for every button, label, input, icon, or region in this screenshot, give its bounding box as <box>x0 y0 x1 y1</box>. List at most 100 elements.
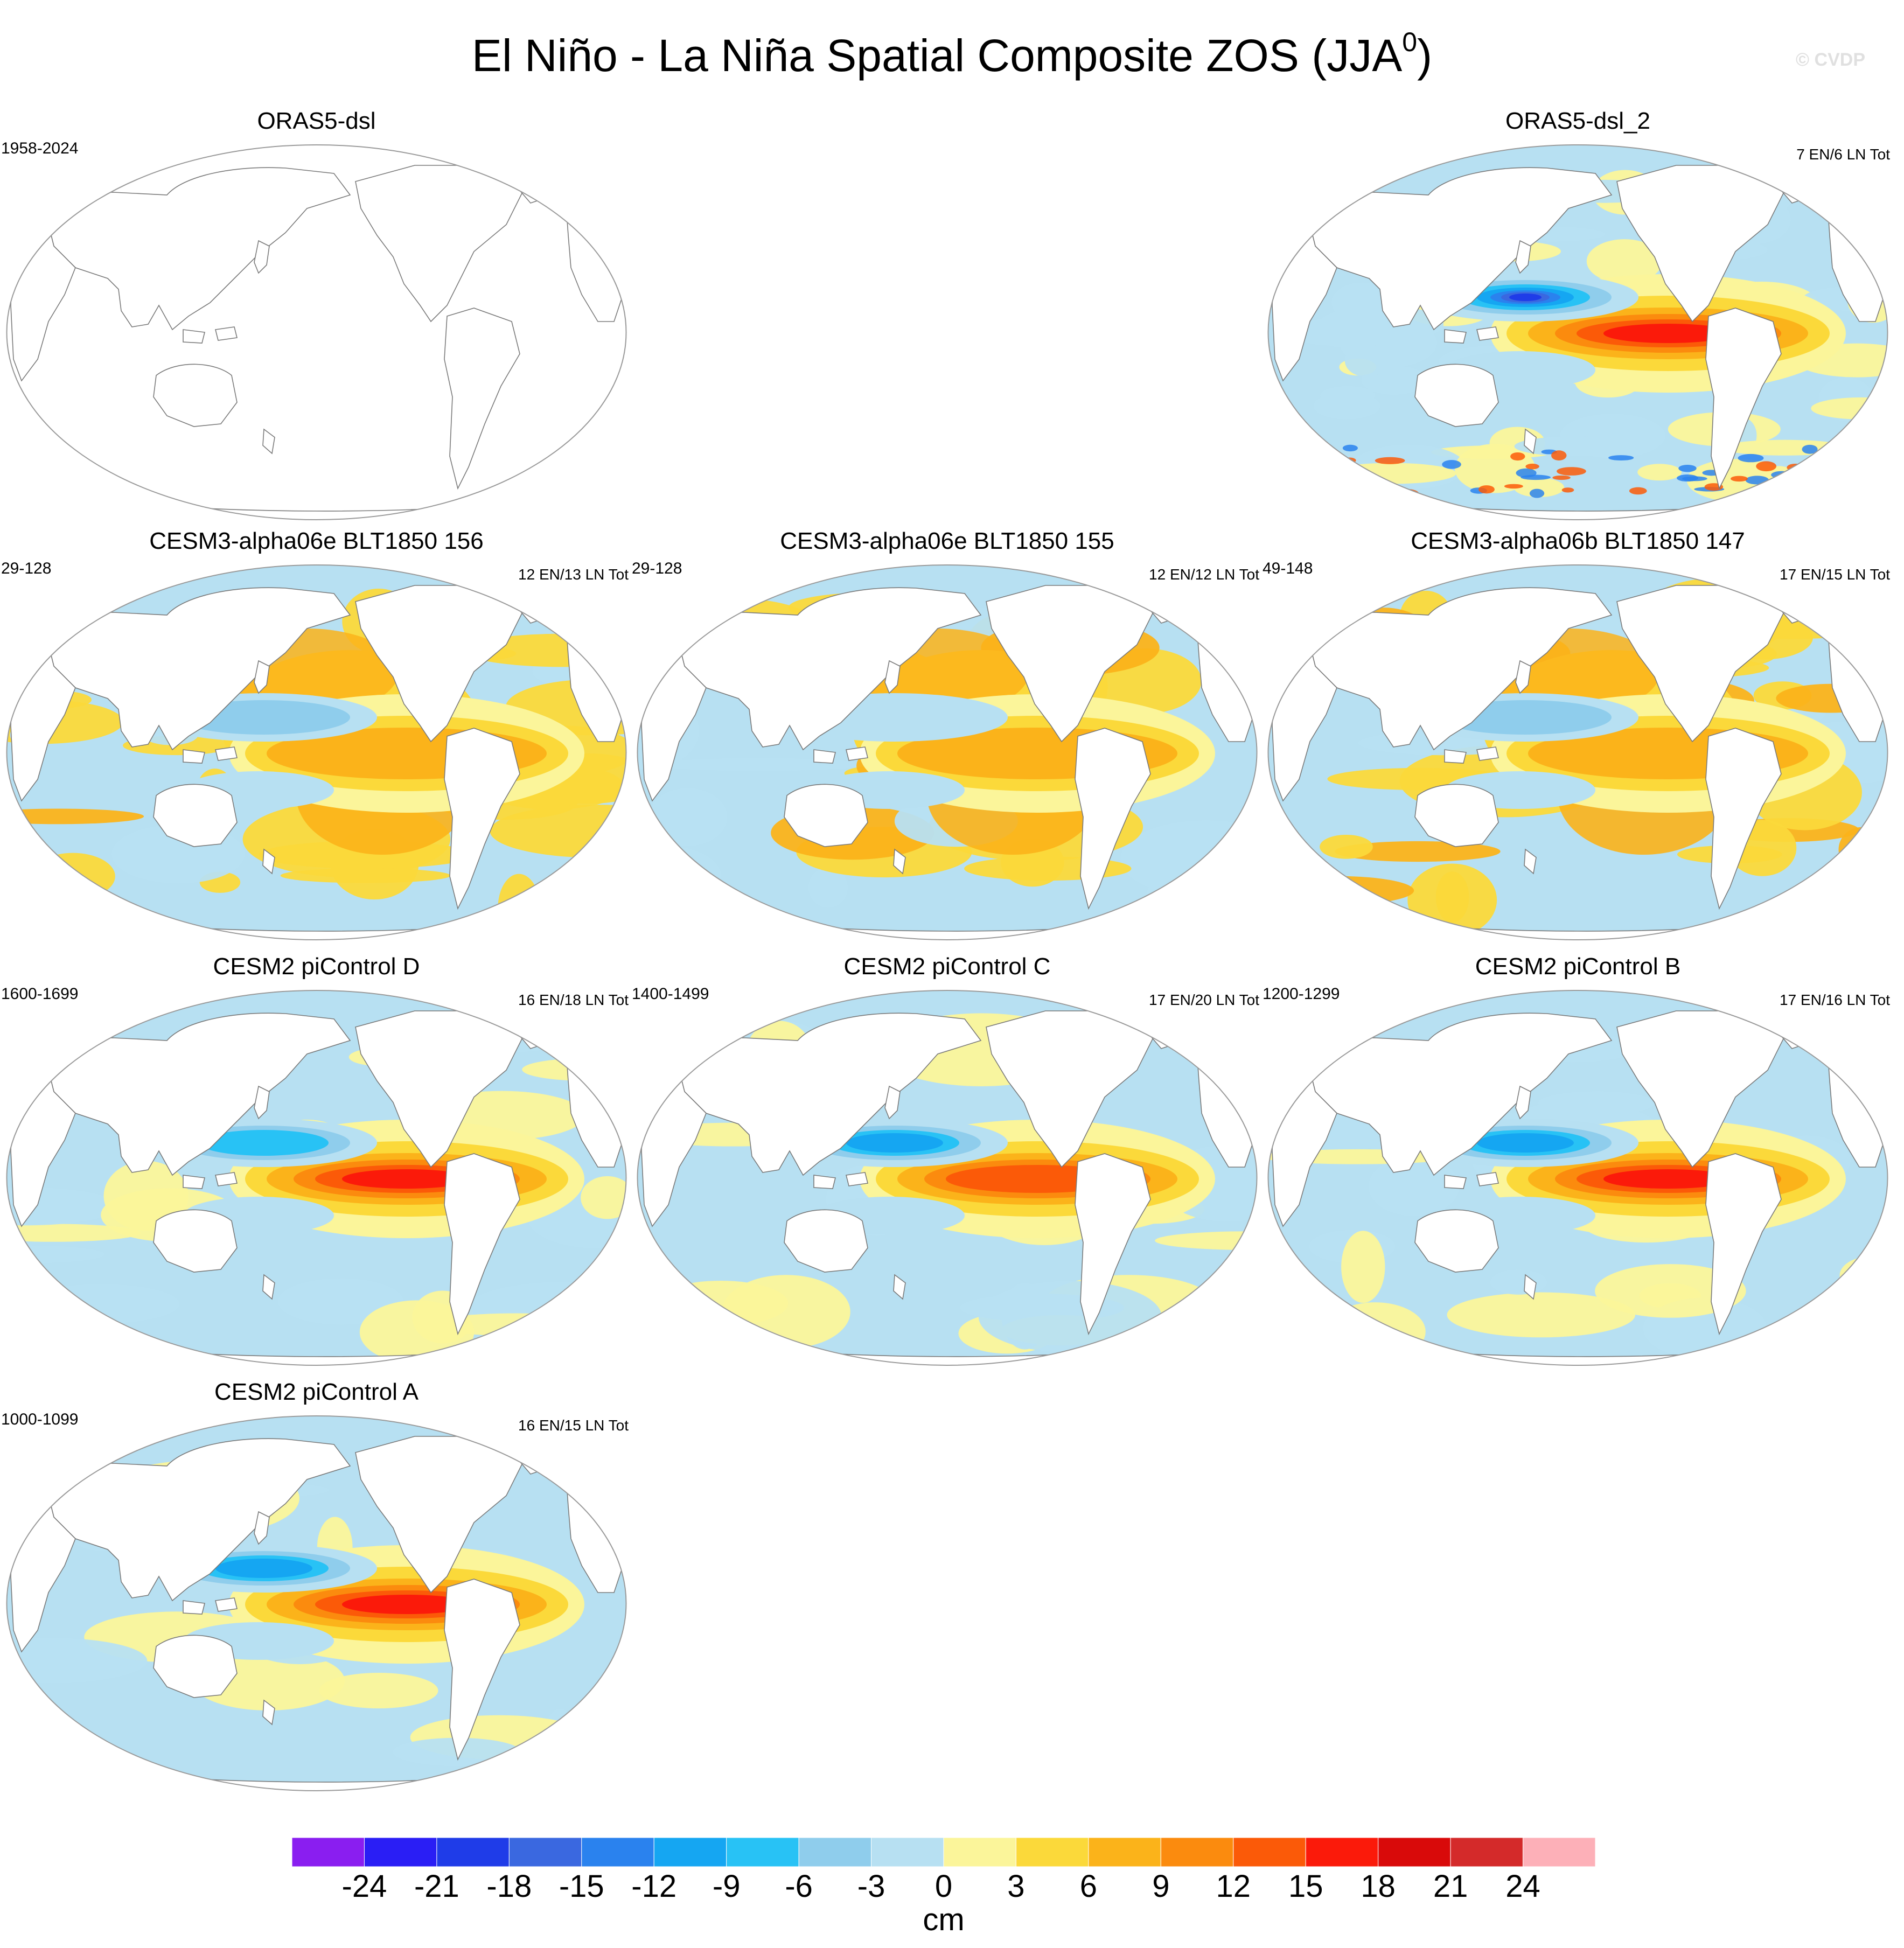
land-south-america <box>1705 728 1782 910</box>
panel-period: 49-148 <box>1263 560 1313 577</box>
colorbar-tick-label: -21 <box>414 1869 459 1904</box>
panel-event-counts: 16 EN/18 LN Tot <box>518 992 629 1008</box>
colorbar-swatch <box>653 1837 727 1867</box>
land-nz <box>1524 848 1537 875</box>
land-nz <box>893 848 906 875</box>
anomaly-patch <box>653 1280 789 1326</box>
anomaly-patch <box>1341 1231 1385 1303</box>
map-panel: CESM2 piControl B 1200-1299 17 EN/16 LN To… <box>1261 951 1894 1371</box>
anomaly-patch <box>1514 478 1565 498</box>
colorbar-tick-label: -9 <box>713 1869 741 1904</box>
globe-outline <box>6 564 627 940</box>
colorbar-swatch <box>1450 1837 1524 1867</box>
colorbar-swatch <box>1160 1837 1234 1867</box>
southern-ocean-eddy <box>1746 488 1767 496</box>
anomaly-patch <box>1324 1302 1426 1361</box>
land-indonesia-1 <box>1444 1175 1467 1189</box>
figure-title: El Niño - La Niña Spatial Composite ZOS … <box>0 19 1904 82</box>
map-plot <box>6 564 627 940</box>
colorbar-tick-label: 0 <box>935 1869 952 1904</box>
ocean-field <box>6 565 626 940</box>
colorbar-swatch <box>1378 1837 1451 1867</box>
land-japan <box>254 660 270 694</box>
land-japan <box>254 1085 270 1120</box>
enso-positive-anomaly <box>1603 324 1733 343</box>
map-panel: ORAS5-dsl 1958-2024 <box>0 105 633 525</box>
southern-ocean-eddy <box>1738 453 1764 463</box>
anomaly-patch <box>808 867 848 908</box>
colorbar-swatch <box>798 1837 872 1867</box>
southern-ocean-eddy <box>1529 488 1545 498</box>
ocean-field <box>6 990 626 1365</box>
colorbar-swatch <box>1015 1837 1089 1867</box>
anomaly-patch <box>1490 1269 1547 1295</box>
land-indonesia-2 <box>1476 1172 1499 1186</box>
panel-period: 1400-1499 <box>632 985 709 1003</box>
panel-title: CESM3-alpha06e BLT1850 155 <box>780 528 1114 554</box>
anomaly-patch <box>1327 463 1456 484</box>
land-indonesia-1 <box>183 329 205 344</box>
southern-ocean-eddy <box>1678 464 1697 472</box>
land-indonesia-1 <box>183 749 205 764</box>
land-indonesia-2 <box>1476 746 1499 761</box>
colorbar-swatch <box>436 1837 510 1867</box>
land-australia <box>1414 784 1499 847</box>
land-japan <box>254 1511 270 1545</box>
southern-ocean-eddy <box>1677 474 1699 482</box>
colorbar-tick-label: -12 <box>631 1869 676 1904</box>
southern-ocean-eddy <box>1394 488 1419 499</box>
globe-outline <box>637 564 1258 940</box>
map-panel: CESM2 piControl A 1000-1099 16 EN/15 LN To… <box>0 1376 633 1796</box>
land-nz <box>1524 1274 1537 1300</box>
southern-ocean-eddy <box>1840 480 1856 491</box>
land-asia <box>37 1438 351 1602</box>
colorbar-swatch <box>1305 1837 1379 1867</box>
southern-ocean-eddy <box>1745 476 1769 485</box>
anomaly-patch <box>490 805 626 858</box>
anomaly-patch <box>1344 344 1389 377</box>
land-asia <box>37 1013 351 1176</box>
land-south-america <box>444 1579 520 1761</box>
anomaly-patch <box>6 1638 148 1684</box>
colorbar-tick-label: 18 <box>1361 1869 1396 1904</box>
map-panel: CESM2 piControl D 1600-1699 16 EN/18 LN To… <box>0 951 633 1371</box>
land-asia <box>1298 587 1613 751</box>
colorbar-tick-label: 12 <box>1216 1869 1251 1904</box>
southern-ocean-eddy <box>1756 461 1777 472</box>
colorbar-tick-label: 9 <box>1152 1869 1169 1904</box>
southern-ocean-eddy <box>1561 487 1574 493</box>
anomaly-patch <box>652 758 867 771</box>
land-indonesia-2 <box>846 746 868 761</box>
enso-negative-anomaly <box>1477 1133 1574 1153</box>
land-asia <box>667 1013 982 1176</box>
anomaly-patch <box>1268 876 1414 905</box>
land-asia <box>1298 167 1613 331</box>
southern-ocean-eddy <box>1525 463 1539 470</box>
ocean-field <box>1268 565 1888 940</box>
colorbar-swatch <box>1233 1837 1306 1867</box>
panel-period: 29-128 <box>632 560 682 577</box>
anomaly-patch <box>1146 862 1257 934</box>
map-plot <box>637 990 1258 1366</box>
panel-event-counts: 17 EN/15 LN Tot <box>1780 566 1890 583</box>
land-australia <box>784 784 868 847</box>
southern-ocean-eddy <box>1315 471 1327 481</box>
ocean-field <box>6 1416 626 1791</box>
panel-title: CESM3-alpha06e BLT1850 156 <box>149 528 484 554</box>
anomaly-patch <box>1595 1264 1746 1318</box>
southern-ocean-eddy <box>1375 457 1405 464</box>
colorbar-tick-label: -3 <box>857 1869 885 1904</box>
land-south-america <box>444 1153 520 1336</box>
land-indonesia-1 <box>1444 329 1467 344</box>
figure-title-close: ) <box>1417 30 1433 81</box>
colorbar-tick-label: -18 <box>486 1869 532 1904</box>
anomaly-patch <box>1228 830 1257 870</box>
anomaly-patch <box>1853 206 1888 221</box>
southern-ocean-eddy <box>1629 487 1647 495</box>
land-south-america <box>1075 728 1151 910</box>
globe-outline <box>1267 144 1888 520</box>
panel-event-counts: 12 EN/13 LN Tot <box>518 566 629 583</box>
globe-outline <box>6 990 627 1366</box>
southern-ocean-eddy <box>1552 475 1571 480</box>
southern-ocean-eddy <box>1516 468 1537 478</box>
